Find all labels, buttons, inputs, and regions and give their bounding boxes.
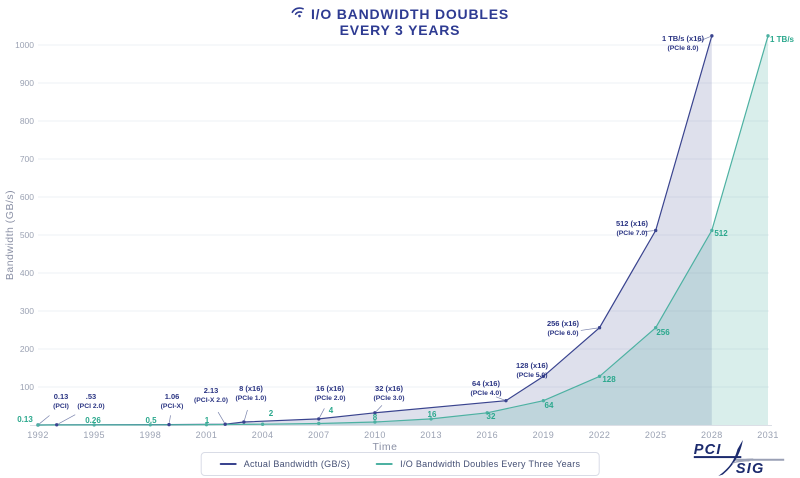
- svg-text:2004: 2004: [252, 430, 274, 440]
- legend-item-actual-bandwidth: Actual Bandwidth (GB/S): [219, 459, 351, 469]
- x-axis-title: Time: [373, 441, 398, 453]
- svg-text:(PCIe 3.0): (PCIe 3.0): [374, 395, 405, 402]
- svg-text:8 (x16): 8 (x16): [239, 384, 263, 393]
- teal-series-line: [37, 35, 769, 426]
- chart-legend: Actual Bandwidth (GB/S) I/O Bandwidth Do…: [200, 452, 600, 476]
- title-line-1: I/O BANDWIDTH DOUBLES: [291, 6, 509, 22]
- svg-text:(PCIe 8.0): (PCIe 8.0): [668, 45, 699, 52]
- wifi-icon: [289, 3, 308, 23]
- logo-sig-overline: [733, 458, 785, 461]
- y-axis-title: Bandwidth (GB/s): [4, 190, 16, 280]
- svg-text:100: 100: [20, 382, 34, 392]
- svg-text:(PCIe 7.0): (PCIe 7.0): [617, 230, 648, 237]
- gridlines: [30, 44, 772, 426]
- pci-sig-logo: PCI SIG: [692, 440, 786, 478]
- svg-text:400: 400: [20, 268, 34, 278]
- logo-swoosh-gray: [732, 458, 754, 464]
- svg-text:2028: 2028: [701, 430, 723, 440]
- svg-text:800: 800: [20, 116, 34, 126]
- axis-tick-labels: 100 200 300 400 500 600 700 800 900 1000 1992 1995 1…: [15, 40, 779, 440]
- page-title: I/O BANDWIDTH DOUBLES EVERY 3 YEARS: [0, 5, 800, 38]
- svg-text:0.13: 0.13: [54, 392, 69, 401]
- svg-text:2.13: 2.13: [204, 386, 219, 395]
- svg-text:0.26: 0.26: [85, 416, 101, 425]
- svg-text:2010: 2010: [364, 430, 386, 440]
- svg-text:.53: .53: [86, 392, 96, 401]
- svg-text:128 (x16): 128 (x16): [516, 361, 549, 370]
- svg-text:2031: 2031: [757, 430, 779, 440]
- svg-text:1 TB/s: 1 TB/s: [770, 35, 795, 44]
- svg-text:(PCI-X 2.0): (PCI-X 2.0): [194, 397, 228, 404]
- svg-text:2022: 2022: [589, 430, 611, 440]
- svg-text:(PCI-X): (PCI-X): [161, 403, 184, 410]
- svg-text:2007: 2007: [308, 430, 330, 440]
- teal-data-labels: 0.13 0.26 0.5 1 2 4 8 16 32 64 128 256 512 1 TB/s: [17, 34, 795, 427]
- svg-text:500: 500: [20, 230, 34, 240]
- teal-area-fill: [38, 35, 768, 426]
- legend-label: Actual Bandwidth (GB/S): [243, 459, 351, 469]
- svg-text:(PCI 2.0): (PCI 2.0): [77, 403, 104, 410]
- svg-text:32: 32: [487, 412, 496, 421]
- svg-text:512 (x16): 512 (x16): [616, 219, 649, 228]
- legend-item-doubling-trend: I/O Bandwidth Doubles Every Three Years: [376, 459, 580, 469]
- svg-text:4: 4: [329, 406, 334, 415]
- navy-area-fill: [38, 35, 712, 426]
- svg-text:200: 200: [20, 344, 34, 354]
- svg-text:2016: 2016: [476, 430, 498, 440]
- svg-text:256: 256: [656, 328, 670, 337]
- svg-text:16 (x16): 16 (x16): [316, 384, 344, 393]
- navy-data-labels: 0.13 (PCI) .53 (PCI 2.0) 1.06 (PCI-X) 2.13 (PCI…: [36, 34, 714, 427]
- svg-text:1: 1: [205, 416, 210, 425]
- svg-text:300: 300: [20, 306, 34, 316]
- svg-text:1992: 1992: [27, 430, 49, 440]
- svg-text:32 (x16): 32 (x16): [375, 384, 403, 393]
- title-text-line2: EVERY 3 YEARS: [339, 22, 461, 38]
- svg-text:1 TB/s (x16): 1 TB/s (x16): [662, 34, 705, 43]
- svg-text:64 (x16): 64 (x16): [472, 379, 500, 388]
- svg-text:1.06: 1.06: [165, 392, 180, 401]
- svg-text:(PCIe 5.0): (PCIe 5.0): [517, 372, 548, 379]
- svg-text:2025: 2025: [645, 430, 667, 440]
- svg-text:256 (x16): 256 (x16): [547, 319, 580, 328]
- legend-label: I/O Bandwidth Doubles Every Three Years: [400, 459, 581, 469]
- svg-text:900: 900: [20, 78, 34, 88]
- svg-text:0.5: 0.5: [145, 416, 157, 425]
- teal-line-swatch: [376, 463, 394, 465]
- logo-text-pci: PCI: [694, 442, 722, 458]
- svg-text:1998: 1998: [139, 430, 161, 440]
- svg-text:700: 700: [20, 154, 34, 164]
- svg-text:2001: 2001: [196, 430, 218, 440]
- svg-text:600: 600: [20, 192, 34, 202]
- svg-text:(PCIe 6.0): (PCIe 6.0): [548, 330, 579, 337]
- svg-text:(PCIe 2.0): (PCIe 2.0): [315, 395, 346, 402]
- title-text-line1: I/O BANDWIDTH DOUBLES: [310, 6, 509, 22]
- svg-text:2013: 2013: [420, 430, 442, 440]
- svg-text:16: 16: [428, 410, 437, 419]
- logo-text-sig: SIG: [736, 461, 765, 476]
- svg-text:8: 8: [373, 413, 378, 422]
- svg-text:512: 512: [714, 229, 728, 238]
- svg-text:0.13: 0.13: [17, 415, 33, 424]
- svg-text:2019: 2019: [533, 430, 555, 440]
- logo-pci-underline: [693, 456, 742, 459]
- svg-text:128: 128: [602, 375, 616, 384]
- svg-text:(PCIe 1.0): (PCIe 1.0): [236, 395, 267, 402]
- svg-text:(PCIe 4.0): (PCIe 4.0): [471, 390, 502, 397]
- svg-text:64: 64: [545, 401, 554, 410]
- svg-text:2: 2: [269, 409, 274, 418]
- navy-line-swatch: [219, 463, 237, 465]
- svg-text:1995: 1995: [83, 430, 105, 440]
- svg-text:1000: 1000: [15, 40, 34, 50]
- svg-text:(PCI): (PCI): [53, 403, 69, 410]
